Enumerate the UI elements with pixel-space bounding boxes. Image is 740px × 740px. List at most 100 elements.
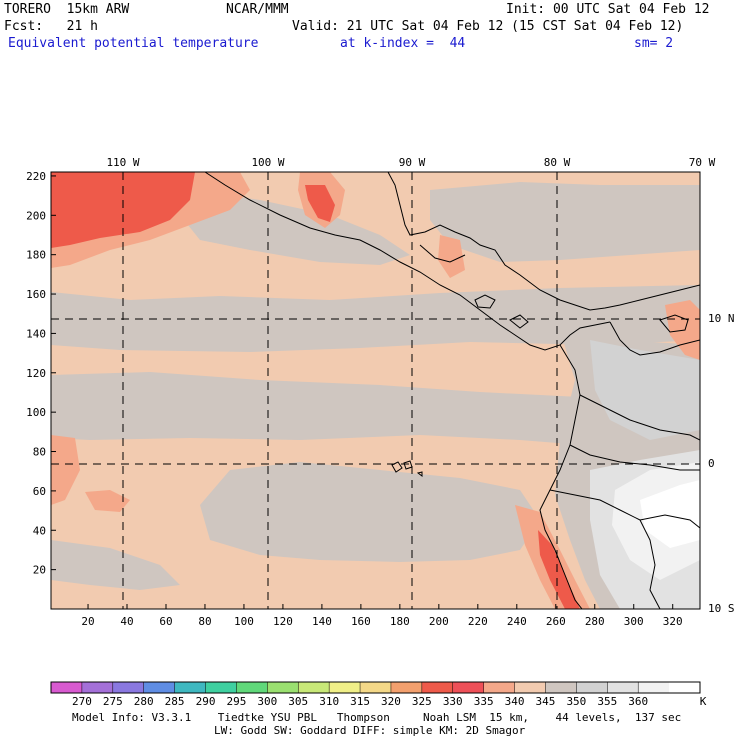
left-axis: 220 200 180 160 140 120 100 80 60 40 20 [26,170,56,577]
footer-physics: LW: Godd SW: Goddard DIFF: simple KM: 2D… [214,724,526,737]
colorbar-swatch [390,682,423,693]
colorbar-swatch [545,682,577,693]
left-tick-label: 160 [26,288,46,301]
colorbar-swatch [112,682,145,693]
smooth-label: sm= 2 [634,36,674,51]
colorbar-swatch [576,682,608,693]
graticule [51,172,700,609]
field-band [538,530,580,609]
field-band [51,435,80,505]
colorbar-swatch [360,682,392,693]
bottom-tick-label: 200 [429,615,449,628]
map-frame [50,171,701,610]
left-tick-label: 220 [26,170,46,183]
colorbar-swatch [236,682,268,693]
field-band [200,462,540,562]
longitude-label: 110 W [106,156,139,169]
colorbar-label: 280 [134,695,154,708]
bottom-tick-label: 180 [390,615,410,628]
colorbar: 270 275 280 285 290 295 300 305 310 315 320 325 330 3… [50,681,707,708]
field-band [590,340,700,440]
longitude-label: 80 W [544,156,571,169]
colorbar-label: 355 [597,695,617,708]
colorbar-label: 310 [319,695,339,708]
field-band [305,185,335,222]
colorbar-label: 325 [412,695,432,708]
field-band [438,235,465,278]
bottom-tick-label: 260 [546,615,566,628]
left-tick-label: 140 [26,327,46,340]
left-tick-label: 120 [26,367,46,380]
field-band [180,190,410,265]
colorbar-swatch [483,682,515,693]
field-band [430,182,700,262]
latitude-label: 10 N [708,312,735,325]
bottom-tick-label: 220 [468,615,488,628]
colorbar-swatch [143,682,175,693]
colorbar-swatch [669,682,701,693]
model-label: TORERO 15km ARW [4,2,130,17]
colorbar-swatch [452,682,484,693]
bottom-tick-label: 80 [198,615,211,628]
colorbar-label: 270 [72,695,92,708]
footer-model-info: Model Info: V3.3.1 Tiedtke YSU PBL Thomp… [72,711,682,724]
top-axis: 110 W 100 W 90 W 80 W 70 W [106,156,715,169]
colorbar-swatch [638,682,670,693]
bottom-tick-label: 240 [507,615,527,628]
bottom-tick-label: 60 [159,615,172,628]
left-tick-label: 60 [33,485,46,498]
colorbar-label: 305 [288,695,308,708]
latitude-label: 10 S [708,602,735,615]
latitude-label: 0 [708,457,715,470]
left-tick-label: 40 [33,524,46,537]
longitude-label: 100 W [251,156,284,169]
left-tick-label: 20 [33,564,46,577]
left-tick-label: 200 [26,209,46,222]
bottom-tick-label: 120 [273,615,293,628]
valid-label: Valid: 21 UTC Sat 04 Feb 12 (15 CST Sat … [292,19,684,34]
center-label: NCAR/MMM [226,2,289,17]
bottom-axis: 20 40 60 80 100 120 140 160 180 200 220 240 260 280 30… [81,604,683,628]
colorbar-swatch [174,682,206,693]
fcst-label: Fcst: 21 h [4,19,98,34]
bottom-tick-label: 300 [624,615,644,628]
colorbar-label: 320 [381,695,401,708]
colorbar-label: 335 [474,695,494,708]
left-tick-label: 180 [26,249,46,262]
colorbar-swatch [329,682,361,693]
bottom-tick-label: 100 [234,615,254,628]
init-label: Init: 00 UTC Sat 04 Feb 12 [506,2,710,17]
bottom-tick-label: 140 [312,615,332,628]
bottom-tick-label: 20 [81,615,94,628]
colorbar-swatch [607,682,639,693]
colorbar-swatch [514,682,546,693]
field-band [51,172,195,248]
colorbar-label: 340 [505,695,525,708]
field-band [85,490,130,512]
map-field [51,172,700,609]
colorbar-label: 300 [257,695,277,708]
colorbar-swatch [421,682,454,693]
colorbar-label: 275 [103,695,123,708]
colorbar-swatch [205,682,237,693]
coastlines [204,172,700,609]
colorbar-label: 315 [350,695,370,708]
left-tick-label: 80 [33,446,46,459]
colorbar-swatch [298,682,330,693]
colorbar-label: 360 [628,695,648,708]
longitude-label: 70 W [689,156,716,169]
colorbar-label: 290 [196,695,216,708]
colorbar-swatch [267,682,299,693]
right-axis: 10 N 0 10 S [708,312,735,615]
bottom-tick-label: 160 [351,615,371,628]
colorbar-unit: K [700,695,707,708]
field-band [640,480,700,548]
colorbar-frame [50,681,701,694]
colorbar-label: 285 [165,695,185,708]
bottom-tick-label: 280 [585,615,605,628]
level-label: at k-index = 44 [340,36,466,51]
bottom-tick-label: 40 [120,615,133,628]
colorbar-label: 345 [536,695,556,708]
left-tick-label: 100 [26,406,46,419]
